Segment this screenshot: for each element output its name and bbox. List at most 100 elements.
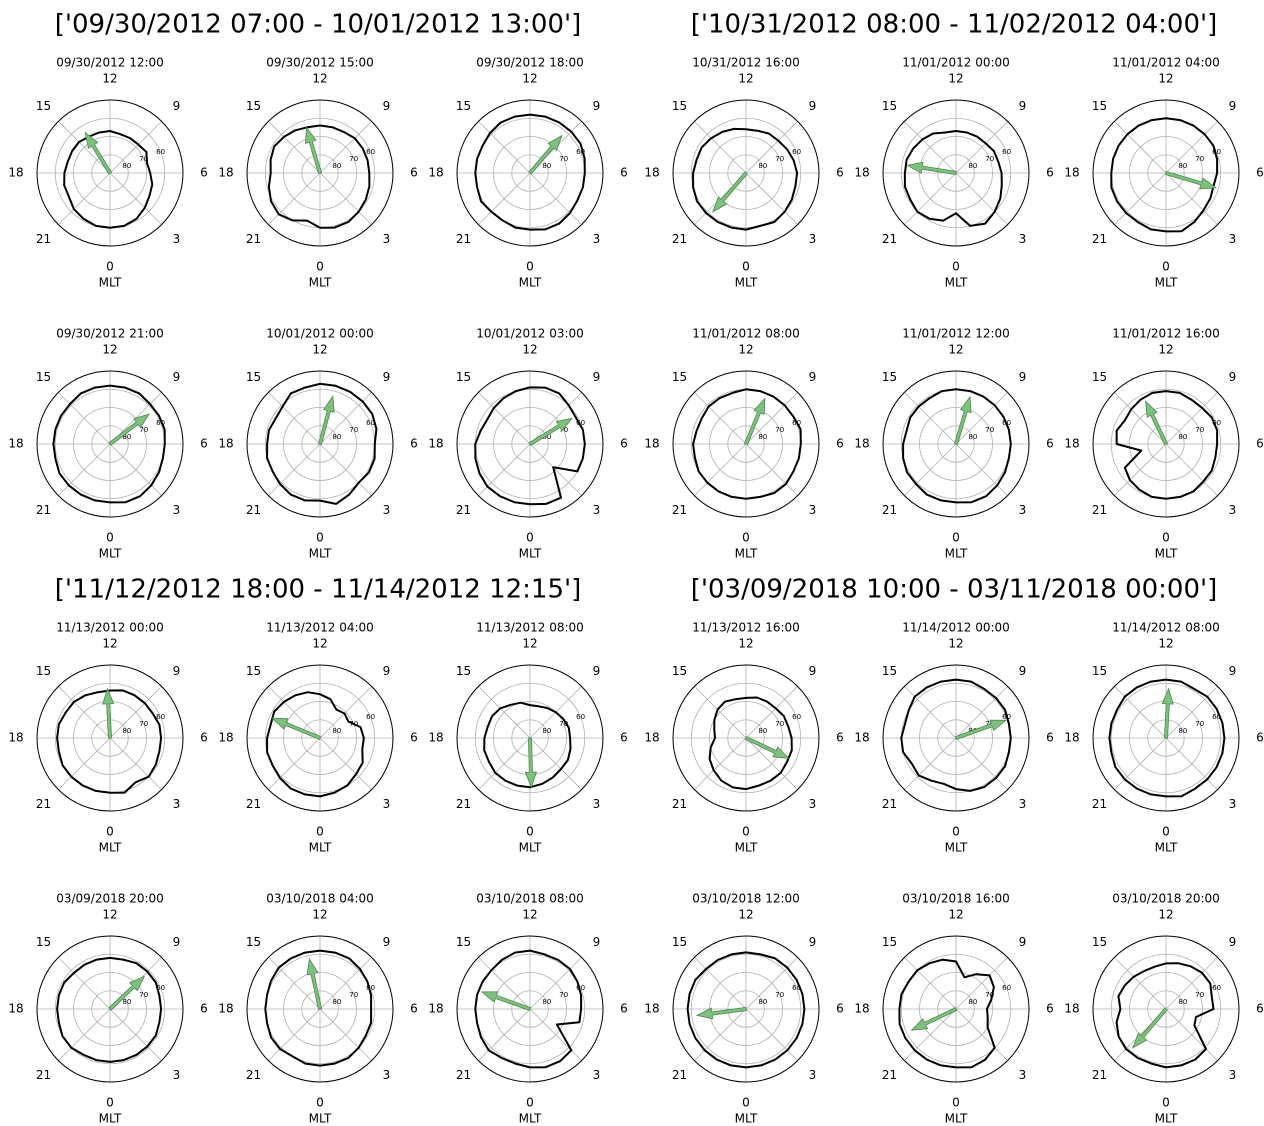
grid-ring	[73, 407, 147, 481]
theta-tick-label: 21	[672, 1068, 687, 1082]
panel-title: 11/13/2012 08:00	[476, 621, 584, 635]
axis-label: MLT	[735, 547, 758, 561]
theta-tick-label: 3	[173, 232, 181, 246]
theta-tick-label: 0	[526, 825, 534, 839]
grid-ring	[937, 154, 975, 192]
theta-tick-label: 21	[1092, 797, 1107, 811]
grid-ring	[727, 719, 765, 757]
panel-title: 09/30/2012 15:00	[266, 56, 374, 70]
theta-tick-label: 18	[1064, 166, 1079, 180]
r-tick-label: 70	[1195, 991, 1204, 999]
arrow	[743, 397, 766, 446]
theta-tick-label: 18	[854, 1002, 869, 1016]
theta-tick-label: 0	[742, 1096, 750, 1110]
r-tick-label: 60	[1212, 713, 1221, 721]
polar-frame	[456, 664, 604, 812]
theta-tick-label: 0	[106, 1096, 114, 1110]
grid-ring	[937, 719, 975, 757]
boundary-line	[1115, 390, 1219, 500]
axis-label: MLT	[945, 276, 968, 290]
theta-tick-label: 9	[809, 99, 817, 113]
r-tick-label: 70	[775, 155, 784, 163]
theta-tick-label: 3	[1229, 797, 1237, 811]
theta-tick-label: 12	[738, 343, 753, 357]
axis-label: MLT	[99, 841, 122, 855]
boundary-line	[903, 130, 1003, 227]
arrow	[102, 687, 115, 739]
r-tick-label: 80	[968, 998, 977, 1006]
polar-frame	[246, 99, 394, 247]
boundary-line	[902, 388, 1012, 504]
theta-tick-label: 21	[246, 232, 261, 246]
boundary-line	[56, 689, 163, 794]
boundary-line	[686, 951, 806, 1069]
theta-tick-label: 12	[738, 637, 753, 651]
theta-tick-label: 3	[173, 797, 181, 811]
theta-tick-label: 3	[1229, 503, 1237, 517]
theta-tick-label: 12	[312, 72, 327, 86]
theta-tick-label: 0	[952, 531, 960, 545]
theta-tick-label: 3	[593, 1068, 601, 1082]
polar-frame	[456, 935, 604, 1083]
theta-tick-label: 18	[218, 437, 233, 451]
arrow	[1132, 1007, 1168, 1049]
axis-label: MLT	[1155, 841, 1178, 855]
r-tick-label: 70	[139, 155, 148, 163]
theta-tick-label: 3	[593, 797, 601, 811]
theta-tick-label: 12	[948, 343, 963, 357]
arrow	[528, 134, 563, 175]
r-tick-label: 80	[968, 433, 977, 441]
theta-tick-label: 0	[316, 825, 324, 839]
axis-label: MLT	[1155, 1112, 1178, 1126]
theta-tick-label: 9	[1229, 664, 1237, 678]
r-tick-label: 60	[366, 419, 375, 427]
r-tick-label: 70	[775, 991, 784, 999]
grid-ring	[493, 407, 567, 481]
r-tick-label: 70	[139, 991, 148, 999]
arrow	[1161, 687, 1174, 739]
polar-frame	[882, 664, 1030, 812]
theta-tick-label: 6	[1046, 1002, 1054, 1016]
r-tick-label: 70	[559, 991, 568, 999]
r-tick-label: 60	[156, 713, 165, 721]
r-tick-label: 60	[792, 148, 801, 156]
polar-frame	[1092, 370, 1240, 518]
panel-title: 11/01/2012 08:00	[692, 327, 800, 341]
theta-tick-label: 12	[1158, 637, 1173, 651]
boundary-line	[264, 949, 373, 1067]
panel-title: 03/10/2018 08:00	[476, 892, 584, 906]
theta-tick-label: 0	[106, 531, 114, 545]
theta-tick-label: 18	[1064, 437, 1079, 451]
arrow	[84, 131, 112, 175]
panel-title: 11/13/2012 16:00	[692, 621, 800, 635]
grid-ring	[900, 953, 1012, 1065]
r-tick-label: 70	[559, 426, 568, 434]
theta-tick-label: 9	[1019, 370, 1027, 384]
r-tick-label: 60	[576, 148, 585, 156]
r-tick-label: 60	[156, 984, 165, 992]
theta-tick-label: 21	[882, 503, 897, 517]
boundary-line	[52, 384, 166, 504]
theta-tick-label: 6	[1256, 731, 1264, 745]
theta-tick-label: 15	[36, 370, 51, 384]
panel-title: 10/01/2012 00:00	[266, 327, 374, 341]
axis-label: MLT	[945, 1112, 968, 1126]
theta-tick-label: 0	[1162, 260, 1170, 274]
polar-frame	[246, 935, 394, 1083]
theta-tick-label: 18	[218, 1002, 233, 1016]
r-tick-label: 80	[758, 433, 767, 441]
theta-tick-label: 9	[1019, 664, 1027, 678]
r-tick-label: 70	[139, 720, 148, 728]
boundary-line	[266, 691, 365, 798]
grid-ring	[1147, 425, 1185, 463]
theta-tick-label: 9	[1019, 935, 1027, 949]
theta-tick-label: 15	[456, 370, 471, 384]
r-tick-label: 60	[366, 984, 375, 992]
grid-ring	[301, 425, 339, 463]
grid-ring	[301, 719, 339, 757]
r-tick-label: 60	[1212, 419, 1221, 427]
theta-tick-label: 12	[738, 72, 753, 86]
boundary-line	[267, 124, 371, 229]
r-tick-label: 60	[1212, 984, 1221, 992]
polar-frame	[882, 370, 1030, 518]
